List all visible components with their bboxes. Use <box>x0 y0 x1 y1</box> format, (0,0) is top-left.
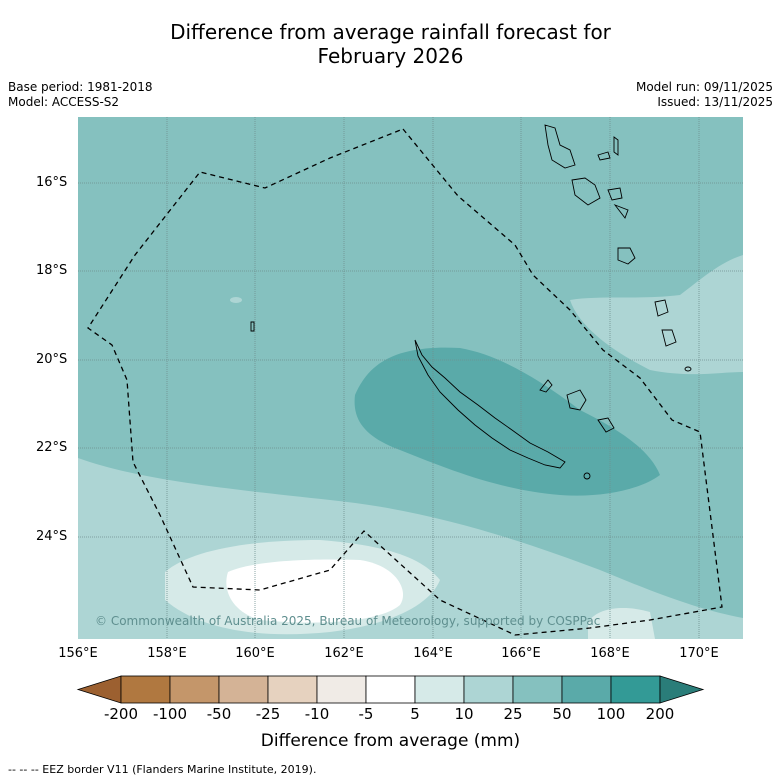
colorbar-title: Difference from average (mm) <box>260 731 521 751</box>
anomaly-near-zero-region <box>226 559 404 623</box>
colorbar-tick: -5 <box>358 705 374 723</box>
colorbar-tick: -50 <box>206 705 232 723</box>
anomaly-50-100-region <box>354 347 660 496</box>
colorbar-swatch <box>561 675 612 704</box>
colorbar-tick: 5 <box>410 705 420 723</box>
espiritu-santo-island <box>544 124 576 169</box>
lon-label-168e: 168°E <box>590 646 630 661</box>
colorbar-swatch <box>267 675 318 704</box>
colorbar-swatch <box>218 675 269 704</box>
efate-island <box>617 247 636 265</box>
lifou-island <box>566 389 587 411</box>
graticule <box>78 117 743 639</box>
lon-label-162e: 162°E <box>324 646 364 661</box>
lon-label-156e: 156°E <box>58 646 98 661</box>
colorbar-swatch <box>512 675 563 704</box>
lat-label-24s: 24°S <box>36 529 68 544</box>
colorbar-tick: 200 <box>645 705 675 723</box>
maewo-island <box>597 151 611 161</box>
erromango-island <box>654 299 669 317</box>
colorbar <box>76 675 705 704</box>
ambrym-island <box>607 187 623 201</box>
lat-label-16s: 16°S <box>36 175 68 190</box>
title-line-2: February 2026 <box>317 44 464 68</box>
base-period: Base period: 1981-2018 <box>8 80 153 94</box>
anomaly-small-patch <box>230 297 242 303</box>
copyright-notice: © Commonwealth of Australia 2025, Bureau… <box>95 614 601 628</box>
meta-right: Model run: 09/11/2025 Issued: 13/11/2025 <box>636 80 773 110</box>
eez-border <box>87 128 723 636</box>
lat-label-20s: 20°S <box>36 352 68 367</box>
model-run: Model run: 09/11/2025 <box>635 80 773 94</box>
lat-label-18s: 18°S <box>36 263 68 278</box>
lon-label-164e: 164°E <box>413 646 453 661</box>
aneityum-island <box>684 366 692 372</box>
map-field <box>78 117 743 639</box>
map-title: Difference from average rainfall forecas… <box>0 20 781 68</box>
colorbar-tick: 50 <box>552 705 572 723</box>
lat-label-22s: 22°S <box>36 440 68 455</box>
colorbar-tick: 10 <box>454 705 474 723</box>
pentecost-island <box>613 136 619 156</box>
chesterfield-islets <box>250 321 255 332</box>
colorbar-swatch <box>365 675 416 704</box>
colorbar-tick: -25 <box>255 705 281 723</box>
colorbar-extend-high <box>659 675 705 704</box>
meta-left: Base period: 1981-2018 Model: ACCESS-S2 <box>8 80 153 110</box>
colorbar-swatch <box>169 675 220 704</box>
colorbar-swatch <box>120 675 171 704</box>
isle-of-pines <box>583 472 591 480</box>
model-name: Model: ACCESS-S2 <box>8 95 120 109</box>
issued-date: Issued: 13/11/2025 <box>657 95 773 109</box>
title-line-1: Difference from average rainfall forecas… <box>170 20 611 44</box>
colorbar-extend-low <box>76 675 122 704</box>
colorbar-tick: -100 <box>152 705 188 723</box>
anomaly-10-25-region-east <box>570 255 743 375</box>
tanna-island <box>661 329 677 347</box>
mare-island <box>597 417 615 433</box>
colorbar-swatch <box>316 675 367 704</box>
anomaly-5-10-region-se <box>588 608 655 639</box>
colorbar-swatch <box>414 675 465 704</box>
lon-label-170e: 170°E <box>679 646 719 661</box>
lon-label-160e: 160°E <box>235 646 275 661</box>
colorbar-tick: 100 <box>596 705 626 723</box>
epi-island <box>613 204 629 219</box>
new-caledonia-island <box>414 339 566 469</box>
colorbar-tick: -200 <box>103 705 139 723</box>
eez-legend-note: -- -- -- EEZ border V11 (Flanders Marine… <box>8 763 317 776</box>
colorbar-tick: -10 <box>304 705 330 723</box>
colorbar-tick: 25 <box>503 705 523 723</box>
ouvea-island <box>539 379 553 393</box>
lon-label-166e: 166°E <box>501 646 541 661</box>
colorbar-swatch <box>610 675 661 704</box>
colorbar-swatch <box>463 675 514 704</box>
malakula-island <box>571 177 601 206</box>
lon-label-158e: 158°E <box>147 646 187 661</box>
